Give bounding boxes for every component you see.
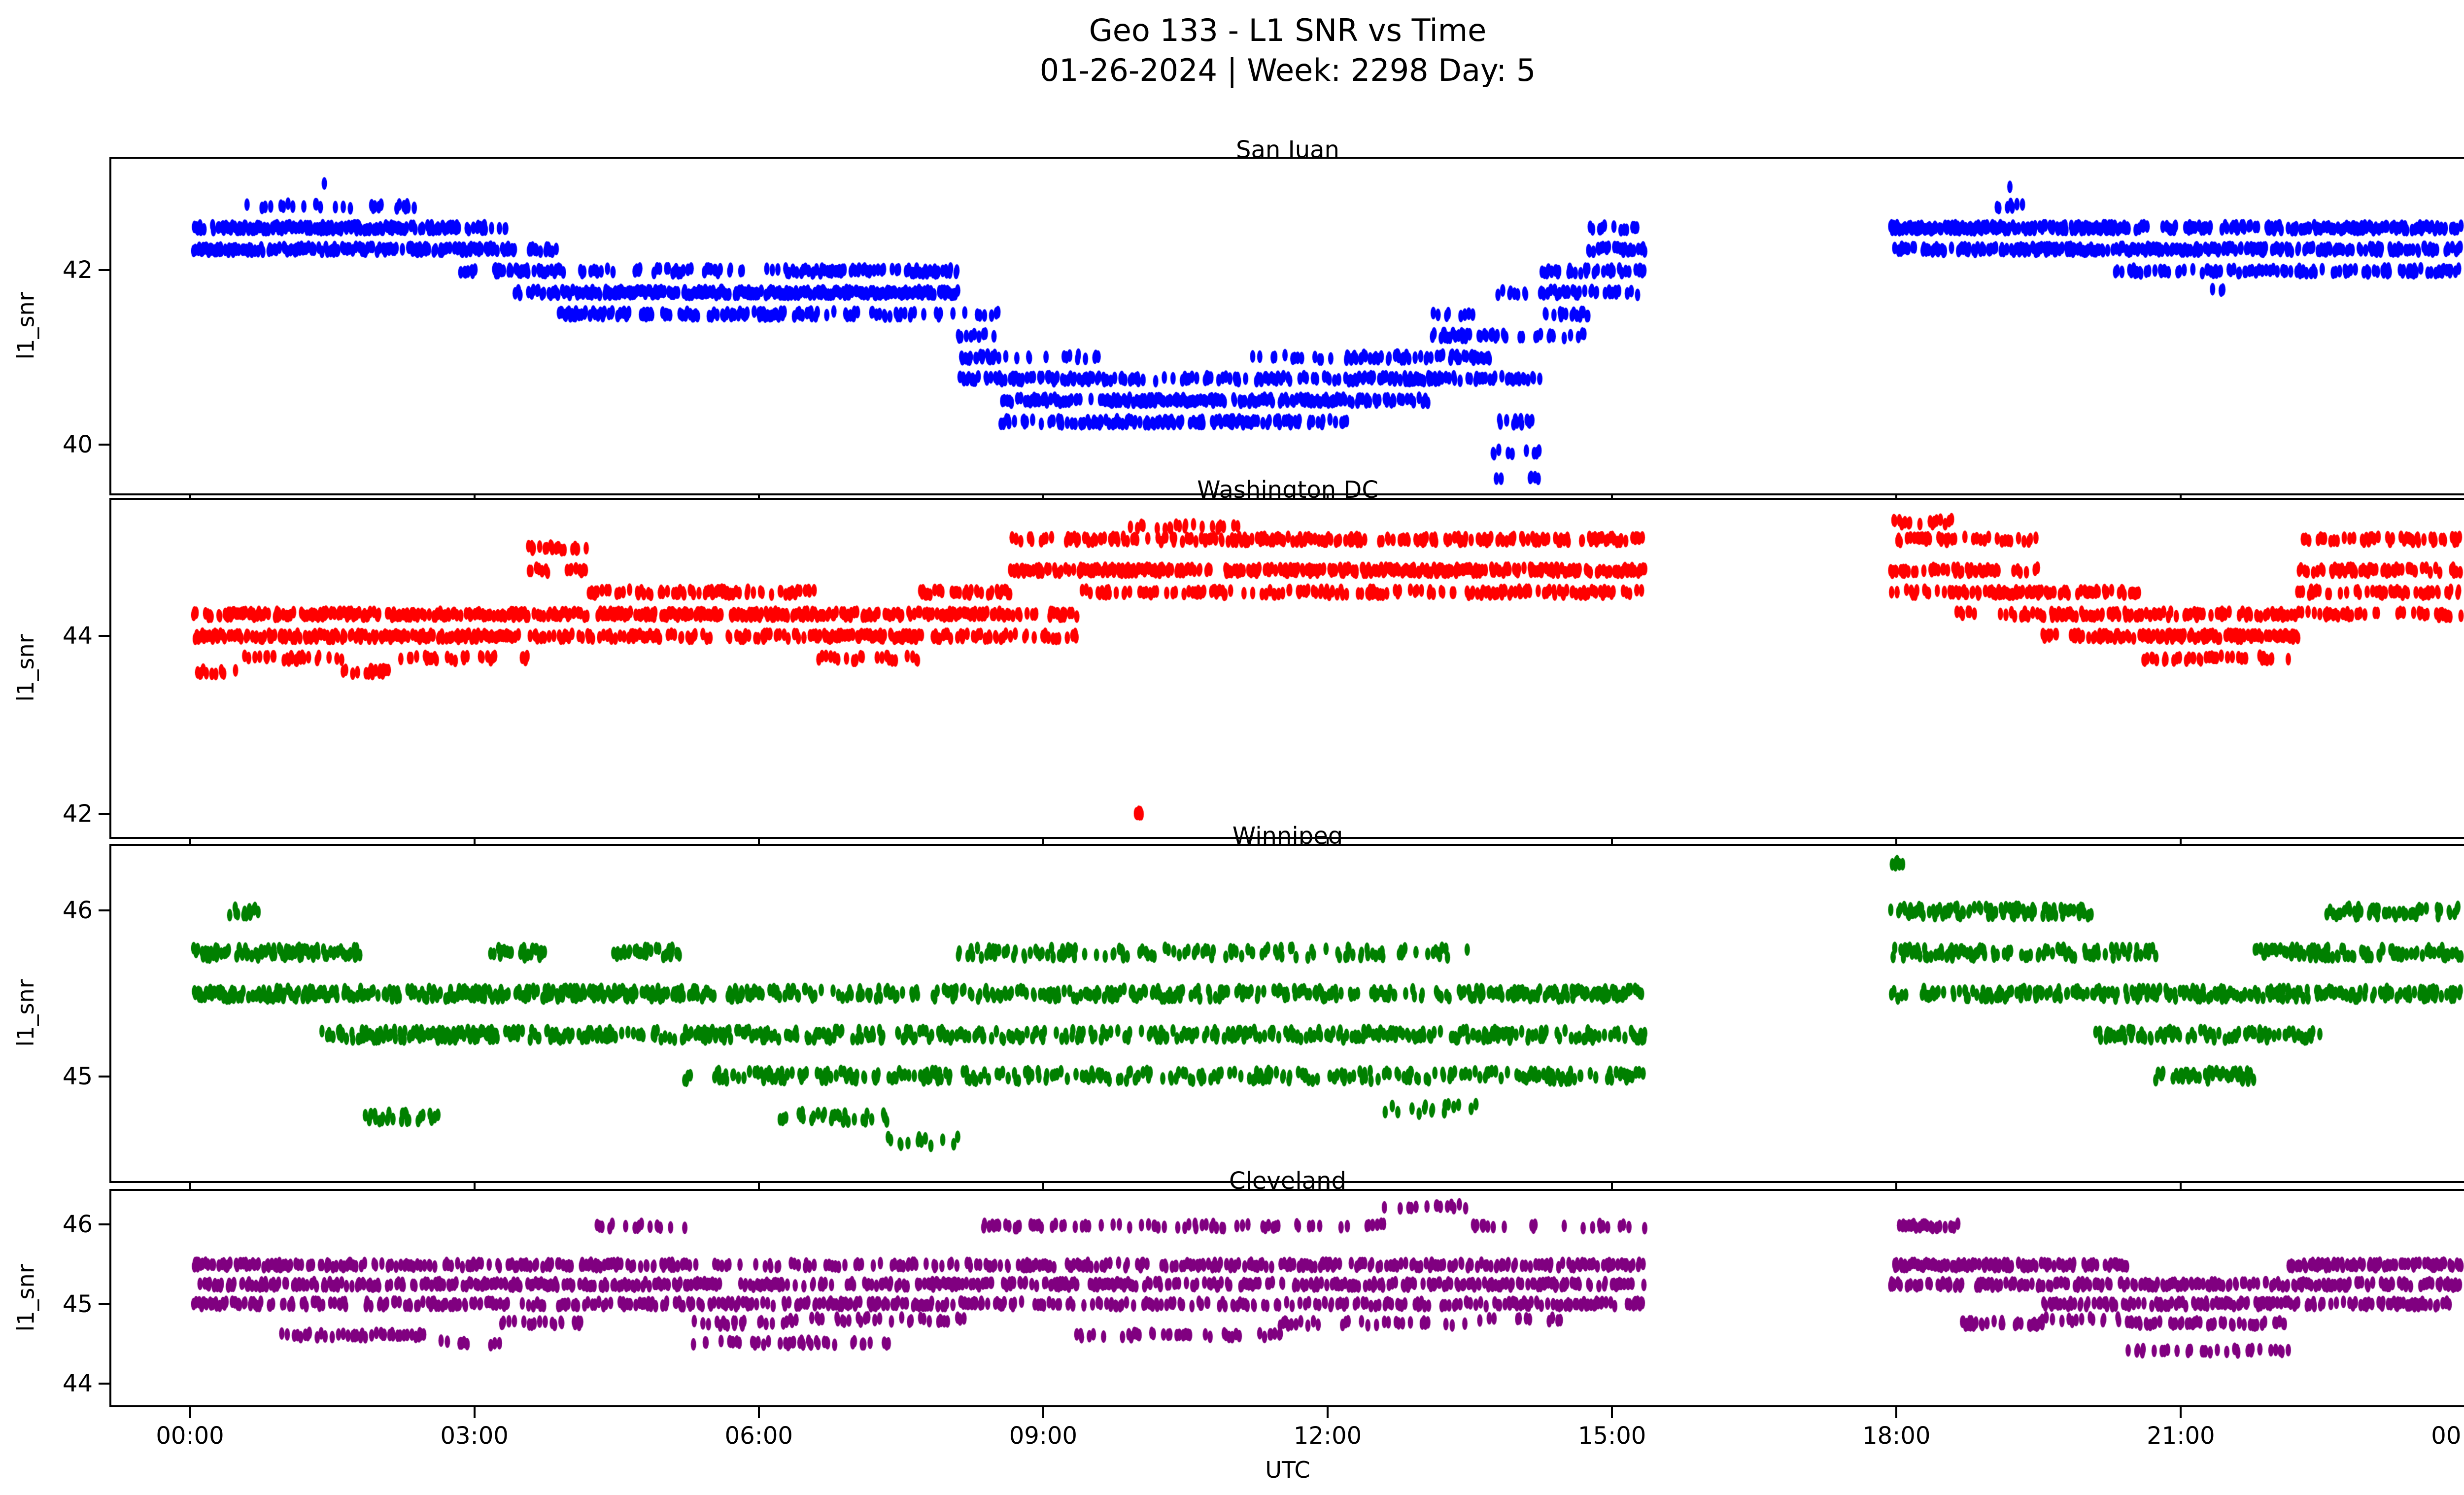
- x-tick-mark: [2180, 1183, 2182, 1194]
- y-tick-label: 42: [62, 800, 93, 828]
- plot-area: [109, 157, 2464, 495]
- y-tick-label: 44: [62, 622, 93, 650]
- x-tick-mark: [1895, 1183, 1898, 1194]
- x-tick-label: 18:00: [1862, 1422, 1931, 1450]
- y-tick-label: 46: [62, 896, 93, 924]
- x-tick-mark: [473, 1183, 476, 1194]
- y-axis-label: l1_snr: [12, 291, 39, 360]
- y-tick-mark: [99, 269, 109, 272]
- x-tick-mark: [2180, 1407, 2182, 1418]
- suptitle-line-2: 01-26-2024 | Week: 2298 Day: 5: [1039, 52, 1536, 88]
- x-axis-label: UTC: [1265, 1457, 1310, 1483]
- x-tick-label: 15:00: [1577, 1422, 1646, 1450]
- x-tick-mark: [1327, 1407, 1329, 1418]
- x-tick-label: 03:00: [440, 1422, 509, 1450]
- x-tick-label: 12:00: [1293, 1422, 1362, 1450]
- scatter-layer: [111, 500, 2464, 837]
- x-tick-label: 21:00: [2147, 1422, 2215, 1450]
- y-tick-mark: [99, 813, 109, 815]
- x-tick-mark: [757, 1407, 760, 1418]
- x-tick-label: 00:00: [156, 1422, 224, 1450]
- x-tick-mark: [1895, 1407, 1898, 1418]
- x-tick-mark: [1611, 1183, 1613, 1194]
- x-tick-mark: [1611, 1407, 1613, 1418]
- plot-area: [109, 498, 2464, 839]
- y-tick-label: 45: [62, 1290, 93, 1318]
- x-tick-mark: [1042, 1183, 1044, 1194]
- x-tick-mark: [1042, 1407, 1044, 1418]
- plot-area: [109, 1189, 2464, 1407]
- suptitle-line-1: Geo 133 - L1 SNR vs Time: [1089, 12, 1487, 48]
- scatter-layer: [111, 1191, 2464, 1405]
- x-tick-mark: [189, 1407, 191, 1418]
- x-tick-mark: [1327, 1183, 1329, 1194]
- y-tick-label: 40: [62, 431, 93, 459]
- y-tick-label: 44: [62, 1369, 93, 1397]
- y-tick-mark: [99, 1382, 109, 1385]
- x-tick-mark: [473, 1407, 476, 1418]
- x-tick-label: 00:00: [2431, 1422, 2464, 1450]
- y-tick-mark: [99, 1223, 109, 1226]
- y-tick-mark: [99, 1076, 109, 1078]
- y-tick-label: 46: [62, 1211, 93, 1239]
- scatter-layer: [111, 159, 2464, 493]
- y-tick-mark: [99, 635, 109, 637]
- y-tick-label: 45: [62, 1063, 93, 1091]
- figure-suptitle: Geo 133 - L1 SNR vs Time 01-26-2024 | We…: [0, 11, 2464, 90]
- y-tick-label: 42: [62, 256, 93, 284]
- x-tick-mark: [189, 1183, 191, 1194]
- y-tick-mark: [99, 1303, 109, 1305]
- y-tick-mark: [99, 909, 109, 911]
- x-tick-label: 06:00: [724, 1422, 793, 1450]
- plot-area: [109, 844, 2464, 1183]
- y-axis-label: l1_snr: [12, 634, 39, 702]
- y-tick-mark: [99, 444, 109, 446]
- y-axis-label: l1_snr: [12, 1263, 39, 1332]
- x-tick-label: 09:00: [1009, 1422, 1078, 1450]
- y-axis-label: l1_snr: [12, 979, 39, 1047]
- scatter-layer: [111, 846, 2464, 1181]
- x-tick-mark: [757, 1183, 760, 1194]
